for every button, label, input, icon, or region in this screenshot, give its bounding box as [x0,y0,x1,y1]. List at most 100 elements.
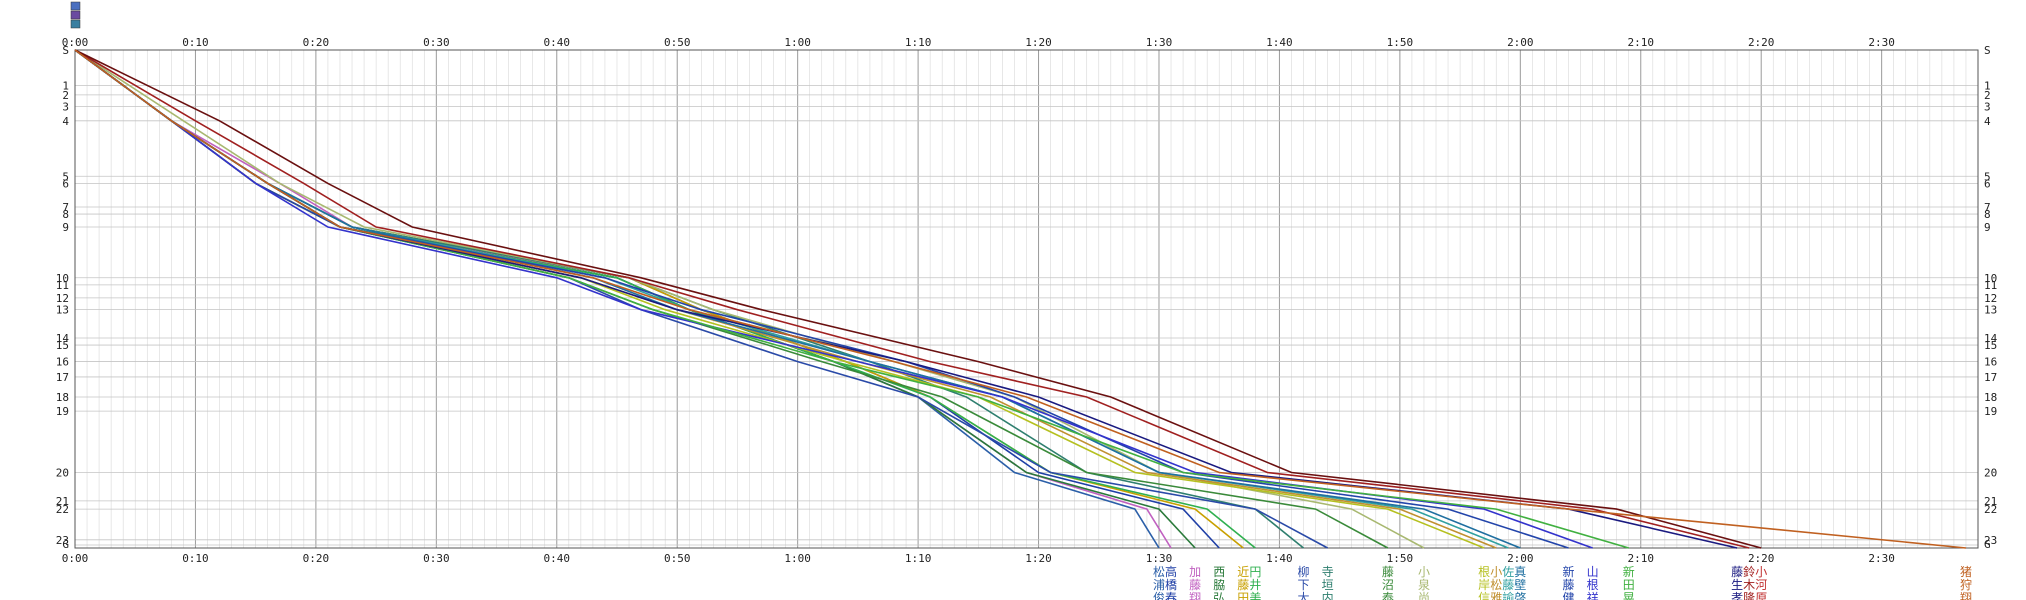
runner-name: 啓 [1514,590,1526,600]
station-label: 9 [62,221,69,234]
x-tick-label: 1:00 [784,36,811,49]
runner-name: 美 [1249,591,1261,600]
station-label: 7 [1984,201,1991,214]
runner-name: 春 [1165,591,1177,600]
runner-name: 生 [1731,578,1743,592]
station-label: 8 [1984,208,1991,221]
runner-name: 隆 [1743,590,1755,600]
runner-name: 弘 [1213,591,1225,600]
station-label: S [62,44,69,57]
runner-name: 健 [1562,591,1574,600]
runner-name: 晃 [1623,591,1635,600]
station-label: 8 [62,208,69,221]
runner-name: 岸 [1478,578,1490,592]
runner-name: 藤 [1189,578,1201,592]
runner-name: 俊 [1153,590,1165,600]
runner-name: 河 [1755,578,1767,592]
runner-name: 松 [1490,578,1502,592]
series-line [74,49,1967,549]
station-label: 6 [62,177,69,190]
station-label: 21 [1984,495,1997,508]
x-tick-label: 0:50 [664,552,691,565]
runner-names: 松浦俊高橋春加藤翔西脇弘近藤田円井美柳下大寺垣内藤沼泰小泉尚根岸信小松雅佐藤諭真… [1153,564,1972,600]
x-tick-label: 0:50 [664,36,691,49]
x-tick-label: 2:00 [1507,552,1534,565]
station-label: 7 [62,201,69,214]
runner-name: 沼 [1382,578,1394,592]
runner-name: 根 [1478,565,1490,579]
station-label: G [62,538,69,551]
series-line [74,49,1762,549]
station-label: 11 [56,279,69,292]
x-tick-label: 0:30 [423,36,450,49]
station-label: 16 [1984,356,1997,369]
station-label: 1 [1984,79,1991,92]
runner-name: 井 [1249,578,1261,592]
station-label: 14 [1984,332,1998,345]
x-tick-label: 1:10 [905,552,932,565]
x-tick-label: 2:20 [1748,36,1775,49]
runner-name: 鈴 [1743,564,1755,579]
runner-name: 柳 [1298,565,1310,579]
legend-swatch [70,10,81,20]
station-label: 12 [1984,292,1997,305]
x-tick-label: 0:00 [62,552,89,565]
x-tick-label: 2:10 [1628,36,1655,49]
runner-name: 翔 [1960,591,1972,600]
x-tick-label: 1:30 [1146,36,1173,49]
runner-name: 壁 [1514,577,1526,592]
grid-stations [75,85,1978,546]
station-label: 18 [56,391,69,404]
runner-name: 藤 [1237,578,1249,592]
runner-name: 浦 [1153,578,1165,592]
x-tick-label: 0:20 [303,552,330,565]
station-label: 19 [56,405,69,418]
x-tick-label: 1:00 [784,552,811,565]
x-tick-label: 1:30 [1146,552,1173,565]
runner-name: 大 [1298,591,1310,600]
station-label: 2 [1984,89,1991,102]
runner-name: 円 [1249,565,1261,579]
x-tick-label: 1:20 [1025,552,1052,565]
legend-swatch [70,1,81,11]
station-label: 15 [1984,339,1997,352]
station-label: 22 [56,503,69,516]
runner-name: 藤 [1502,578,1514,592]
station-label: G [1984,538,1991,551]
runner-name: 近 [1237,565,1249,579]
runner-name: 根 [1587,578,1599,592]
station-label: 18 [1984,391,1997,404]
runner-name: 孝 [1731,591,1743,600]
station-label: 10 [56,272,69,285]
runner-name: 狩 [1960,577,1972,592]
x-tick-label: 1:20 [1025,36,1052,49]
series-line [74,49,1629,549]
station-label: 14 [56,332,70,345]
station-label: 9 [1984,221,1991,234]
runner-name: 加 [1189,565,1201,579]
station-label: 19 [1984,405,1997,418]
runner-name: 下 [1298,578,1310,592]
station-label: 4 [62,115,69,128]
station-label: 6 [1984,177,1991,190]
x-tick-label: 2:30 [1868,36,1895,49]
runner-name: 小 [1755,565,1767,579]
station-label: 12 [56,292,69,305]
x-tick-labels-top: 0:00 0:10 0:20 0:30 0:40 0:50 1:00 1:10 1:20 1:30… [62,36,1895,49]
station-label: 16 [56,356,69,369]
x-tick-label: 1:40 [1266,552,1293,565]
x-tick-label: 0:20 [303,36,330,49]
runner-name: 垣 [1322,578,1334,592]
plot-frame [74,49,1979,549]
legend-swatch [70,19,81,29]
runner-name: 祥 [1587,591,1599,600]
x-tick-label: 2:00 [1507,36,1534,49]
x-tick-label: 0:10 [182,552,209,565]
station-label: 4 [1984,115,1991,128]
x-tick-labels-bottom: 0:00 0:10 0:20 0:30 0:40 0:50 1:00 1:10 1:20 1:30… [62,552,1895,565]
x-tick-label: 1:50 [1387,552,1414,565]
station-label: 21 [56,495,69,508]
runner-name: 山 [1587,565,1599,579]
x-tick-label: 1:40 [1266,36,1293,49]
